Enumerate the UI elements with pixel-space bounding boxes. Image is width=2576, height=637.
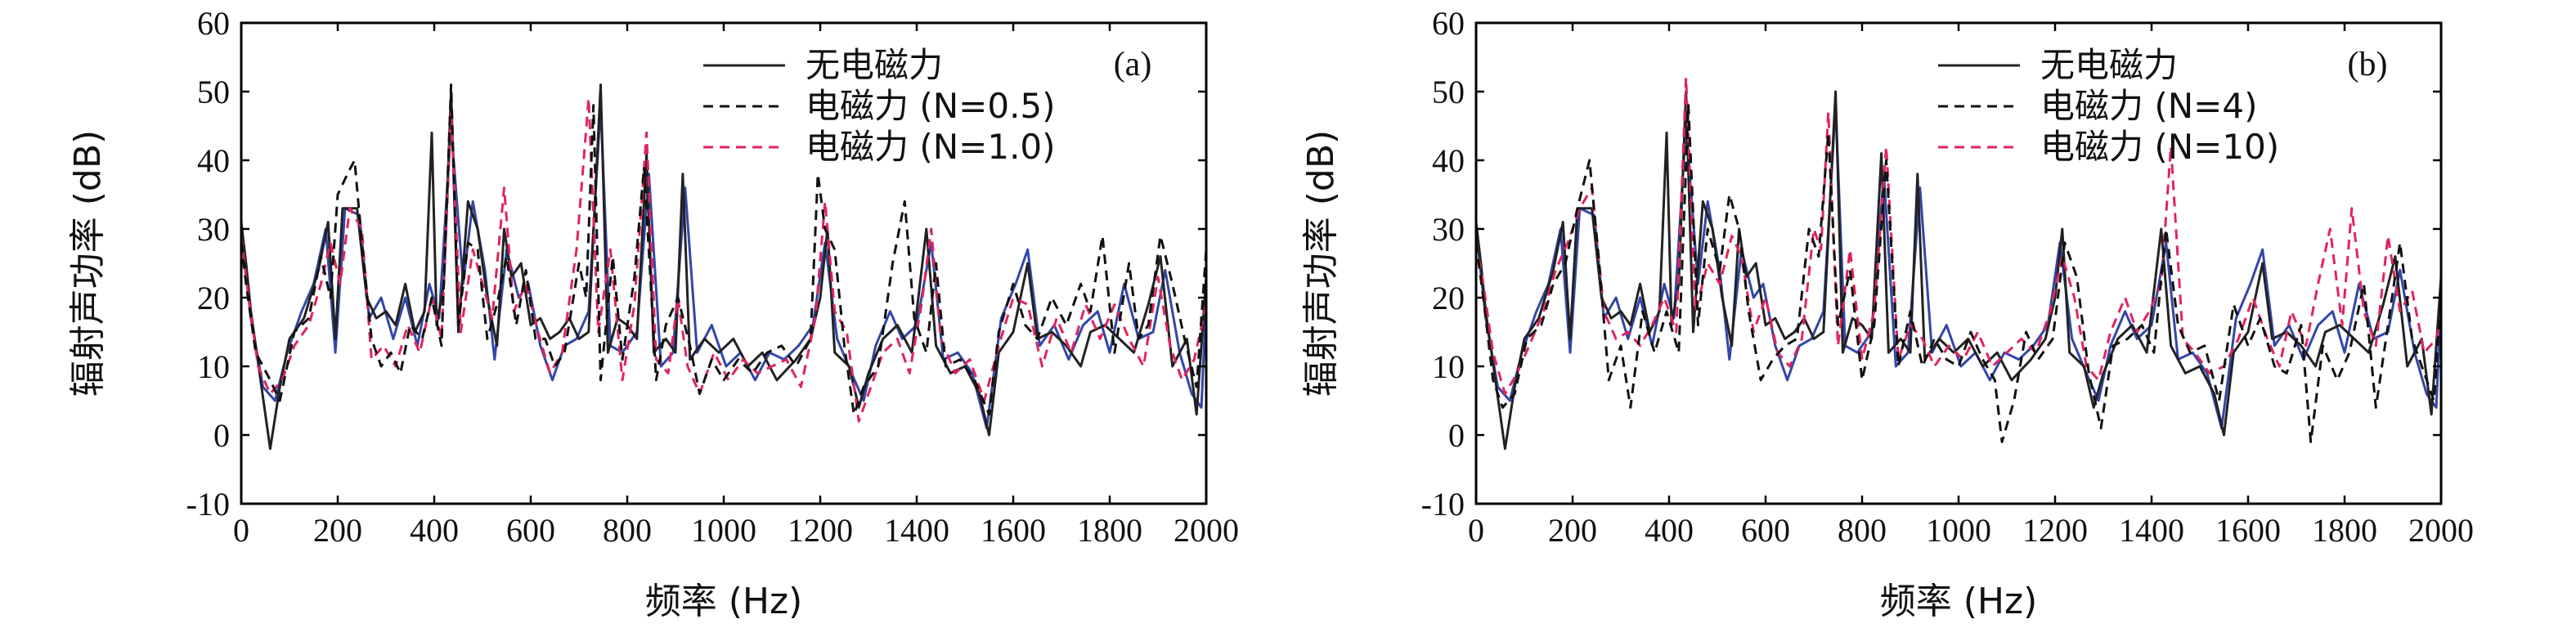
series-group — [241, 83, 1206, 451]
legend-label: 电磁力 (N=10) — [2040, 127, 2279, 167]
x-tick-label: 1800 — [2312, 512, 2377, 549]
x-tick-label: 1400 — [2119, 512, 2184, 549]
series-line-0 — [1476, 90, 2441, 451]
panel-label: (a) — [1114, 46, 1152, 83]
panel-label: (b) — [2348, 46, 2388, 83]
legend-label: 电磁力 (N=1.0) — [806, 127, 1056, 167]
series-line-2 — [241, 96, 1206, 423]
y-tick-label: 60 — [1432, 5, 1465, 42]
x-tick-label: 0 — [233, 512, 249, 549]
x-tick-label: 1000 — [691, 512, 756, 549]
series-group — [1476, 76, 2441, 451]
y-tick-label: 0 — [1448, 417, 1465, 454]
x-tick-label: 800 — [603, 512, 652, 549]
plot-frame — [240, 21, 1208, 505]
series-line-unlabeled — [1476, 104, 2441, 430]
legend-label: 无电磁力 — [2040, 45, 2178, 85]
x-tick-label: 800 — [1838, 512, 1887, 549]
x-tick-label: 400 — [1645, 512, 1694, 549]
x-tick-label: 2000 — [1174, 512, 1239, 549]
series-line-1 — [241, 83, 1206, 416]
y-tick-label: 10 — [1432, 348, 1465, 385]
y-tick-label: 10 — [197, 348, 230, 385]
series-line-0 — [241, 83, 1206, 451]
x-tick-label: 1800 — [1077, 512, 1142, 549]
x-tick-label: 1200 — [788, 512, 853, 549]
chart-panel-b: 0 200 400 600 800 1000 1200 1400 1600 1800 2000-10… — [1300, 5, 2474, 622]
legend-label: 无电磁力 — [806, 45, 943, 85]
y-tick-label: 30 — [1432, 211, 1465, 248]
x-tick-label: 2000 — [2408, 512, 2474, 549]
series-line-1 — [1476, 104, 2441, 443]
x-tick-label: 200 — [1548, 512, 1597, 549]
y-tick-label: 40 — [1432, 142, 1465, 179]
y-axis-title: 辐射声功率 (dB) — [67, 130, 109, 397]
x-tick-label: 600 — [506, 512, 555, 549]
y-axis-title: 辐射声功率 (dB) — [1300, 130, 1342, 397]
y-tick-label: 20 — [197, 280, 230, 316]
x-tick-label: 400 — [410, 512, 459, 549]
x-axis-title: 频率 (Hz) — [1880, 581, 2038, 622]
x-tick-label: 1200 — [2022, 512, 2088, 549]
y-tick-label: 60 — [197, 5, 230, 42]
y-tick-label: -10 — [1421, 486, 1465, 523]
y-tick-label: 30 — [197, 211, 230, 248]
x-axis-title: 频率 (Hz) — [645, 581, 803, 622]
x-tick-label: 1400 — [884, 512, 949, 549]
y-tick-label: 20 — [1432, 280, 1465, 316]
plot-frame — [1474, 21, 2443, 505]
x-tick-label: 1600 — [981, 512, 1046, 549]
x-tick-label: 1600 — [2215, 512, 2281, 549]
legend-label: 电磁力 (N=4) — [2040, 86, 2257, 126]
y-tick-label: 50 — [197, 74, 230, 110]
legend-label: 电磁力 (N=0.5) — [806, 86, 1056, 126]
x-tick-label: 600 — [1741, 512, 1790, 549]
y-tick-label: 0 — [213, 417, 230, 454]
x-tick-label: 1000 — [1926, 512, 1991, 549]
chart-panel-a: 0 200 400 600 800 1000 1200 1400 1600 1800 2000-10… — [67, 5, 1239, 622]
y-tick-label: 40 — [197, 142, 230, 179]
x-tick-label: 0 — [1468, 512, 1484, 549]
series-line-unlabeled — [241, 104, 1206, 430]
x-tick-label: 200 — [313, 512, 362, 549]
y-tick-label: 50 — [1432, 74, 1465, 110]
y-tick-label: -10 — [186, 486, 230, 523]
